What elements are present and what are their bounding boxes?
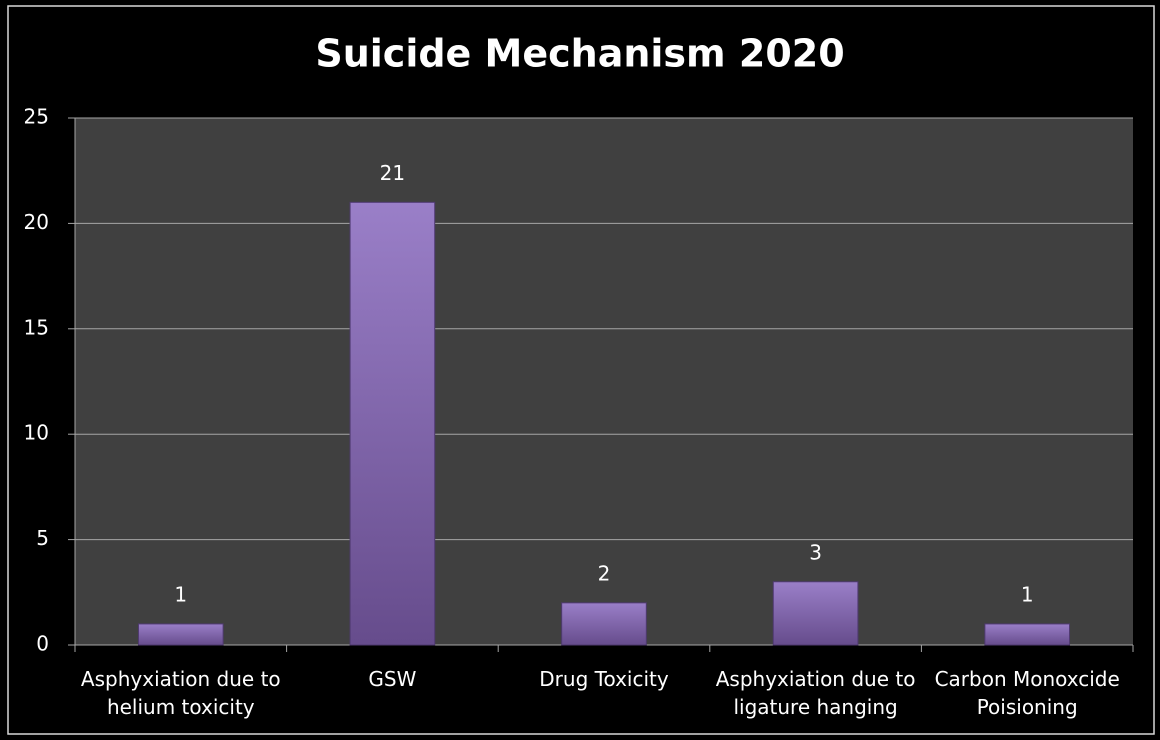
chart-title: Suicide Mechanism 2020	[315, 32, 844, 76]
data-label: 21	[380, 161, 405, 185]
data-label: 2	[598, 561, 611, 585]
bar	[349, 201, 436, 646]
y-tick-label: 25	[24, 105, 49, 129]
x-tick-label: Drug Toxicity	[539, 667, 669, 691]
bar	[772, 581, 859, 646]
y-tick-label: 0	[36, 632, 49, 656]
bar	[137, 623, 224, 646]
bar	[984, 623, 1071, 646]
x-tick-label: Asphyxiation due to ligature hanging	[715, 667, 916, 719]
data-label: 3	[809, 540, 822, 564]
x-tick-label: GSW	[368, 667, 417, 691]
y-tick-label: 10	[24, 421, 49, 445]
data-label: 1	[174, 582, 187, 606]
plot-area	[75, 118, 1133, 645]
y-tick-label: 20	[24, 210, 49, 234]
x-tick-label: Asphyxiation due to helium toxicity	[80, 667, 281, 719]
x-tick-label: Carbon Monoxcide Poisioning	[934, 667, 1120, 719]
bar	[561, 602, 647, 646]
data-label: 1	[1021, 582, 1034, 606]
y-tick-label: 15	[24, 315, 49, 339]
y-tick-label: 5	[36, 526, 49, 550]
